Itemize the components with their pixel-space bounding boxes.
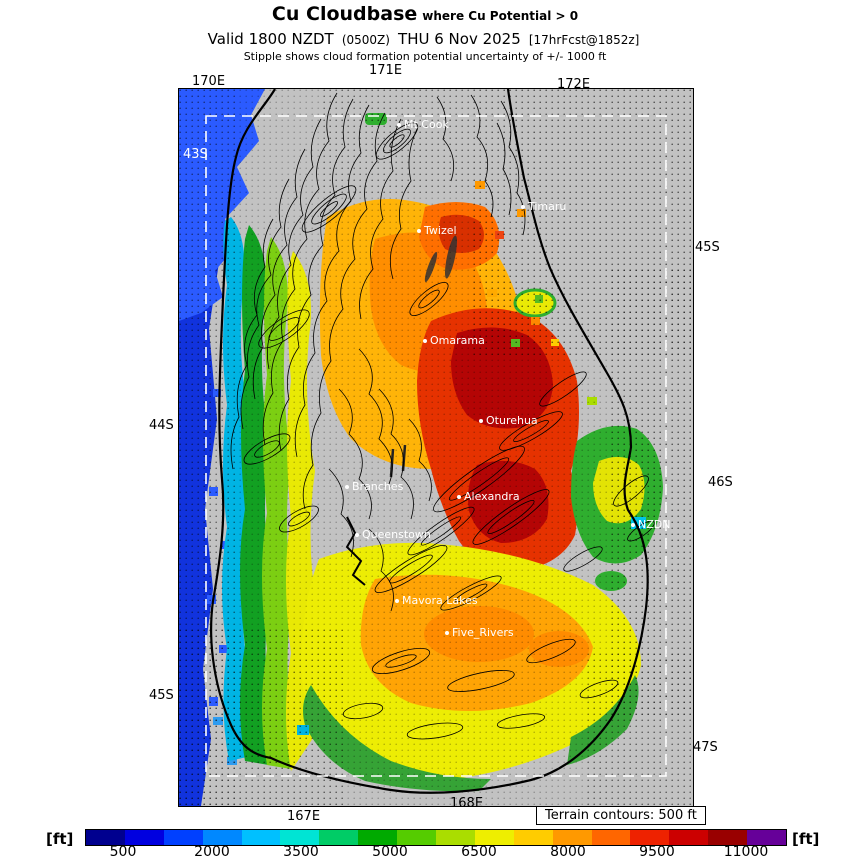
- colorbar-tick-label: 500: [109, 844, 137, 860]
- town-marker-icon: [355, 532, 359, 537]
- colorbar-tick-label: 8000: [550, 844, 586, 860]
- colorbar-tick-label: 9500: [639, 844, 675, 860]
- page-title: Cu Cloudbase: [271, 3, 418, 25]
- title-line: Cu Cloudbase where Cu Potential > 0: [0, 3, 850, 25]
- forecast-map: 43S Mt Cook Timaru Twizel Omarama Otureh…: [178, 88, 694, 807]
- town-label-five-rivers: Five_Rivers: [445, 627, 514, 638]
- colorbar-tick-label: 3500: [283, 844, 319, 860]
- colorbar-segment: [747, 830, 787, 845]
- town-marker-icon: [345, 484, 349, 489]
- stipple-note: Stipple shows cloud formation potential …: [243, 50, 607, 63]
- town-marker-icon: [417, 228, 421, 233]
- town-label-omarama: Omarama: [423, 335, 485, 346]
- terrain-contours-note: Terrain contours: 500 ft: [536, 806, 706, 825]
- colorbar-tick-label: 11000: [723, 844, 769, 860]
- coastline: [210, 89, 649, 794]
- colorbar-segment: [591, 830, 631, 845]
- forecast-run: [17hrFcst@1852z]: [528, 33, 640, 47]
- axis-label-167e: 167E: [287, 809, 321, 824]
- town-label-nzdn: NZDN: [631, 519, 670, 530]
- colorbar-segment: [436, 830, 475, 845]
- title-qualifier: where Cu Potential > 0: [422, 9, 579, 23]
- colorbar-segment: [241, 830, 281, 845]
- valid-time: Valid 1800 NZDT: [207, 30, 334, 48]
- town-label-oturehua: Oturehua: [479, 415, 538, 426]
- axis-label-46s-right: 46S: [708, 475, 733, 490]
- town-label-alexandra: Alexandra: [457, 491, 520, 502]
- town-label-mt-cook: Mt Cook: [397, 119, 449, 130]
- domain-boundary: [205, 115, 667, 777]
- stipple-overlay: [179, 89, 693, 806]
- colorbar-segment: [630, 830, 670, 845]
- colorbar-segment: [280, 830, 320, 845]
- colorbar-unit-right: [ft]: [792, 830, 820, 848]
- colorbar-tick-label: 2000: [194, 844, 230, 860]
- axis-label-172e: 172E: [557, 77, 591, 92]
- colorbar-segment: [202, 830, 242, 845]
- colorbar-bar: [85, 829, 787, 846]
- town-marker-icon: [397, 122, 401, 127]
- colorbar-segment: [708, 830, 748, 845]
- axis-label-170e: 170E: [192, 74, 226, 89]
- colorbar-segment: [397, 830, 437, 845]
- town-marker-icon: [521, 204, 525, 209]
- town-label-queenstown: Queenstown: [355, 529, 431, 540]
- colorbar-segment: [358, 830, 398, 845]
- axis-label-171e: 171E: [369, 63, 403, 78]
- colorbar-segment: [552, 830, 592, 845]
- colorbar-ticks: 500 2000 3500 5000 6500 8000 9500 11000: [0, 844, 850, 860]
- colorbar-segment: [163, 830, 203, 845]
- colorbar-segment: [86, 830, 125, 845]
- town-marker-icon: [395, 598, 399, 603]
- colorbar-unit-left: [ft]: [46, 830, 74, 848]
- axis-label-45s-right: 45S: [695, 240, 720, 255]
- axis-label-44s-left: 44S: [149, 418, 174, 433]
- valid-line: Valid 1800 NZDT (0500Z) THU 6 Nov 2025 […: [0, 29, 850, 48]
- town-marker-icon: [479, 418, 483, 423]
- terrain-contour-lines: [230, 92, 655, 740]
- town-marker-icon: [631, 522, 635, 527]
- colorbar-segment: [124, 830, 164, 845]
- town-label-twizel: Twizel: [417, 225, 457, 236]
- town-marker-icon: [457, 494, 461, 499]
- axis-label-45s-left: 45S: [149, 688, 174, 703]
- axis-label-43s-inner: 43S: [183, 147, 208, 162]
- axis-label-47s-right: 47S: [693, 740, 718, 755]
- town-marker-icon: [445, 630, 449, 635]
- colorbar-tick-label: 5000: [372, 844, 408, 860]
- axis-label-168e: 168E: [450, 796, 484, 811]
- colorbar-segment: [319, 830, 359, 845]
- colorbar-segment: [474, 830, 514, 845]
- town-marker-icon: [423, 338, 427, 343]
- valid-date: THU 6 Nov 2025: [398, 30, 521, 48]
- town-label-timaru: Timaru: [521, 201, 566, 212]
- town-label-branches: Branches: [345, 481, 403, 492]
- colorbar-segment: [513, 830, 553, 845]
- map-canvas: [179, 89, 693, 806]
- colorbar-segment: [669, 830, 709, 845]
- town-label-mavora-lakes: Mavora Lakes: [395, 595, 478, 606]
- colorbar-tick-label: 6500: [461, 844, 497, 860]
- valid-zulu: (0500Z): [341, 33, 390, 47]
